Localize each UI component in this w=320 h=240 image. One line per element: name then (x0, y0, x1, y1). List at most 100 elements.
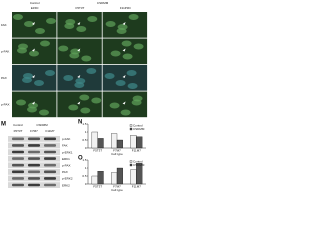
micrograph (12, 65, 57, 91)
bar (111, 133, 118, 149)
cell (104, 73, 115, 79)
arrow (77, 22, 81, 25)
cell (46, 18, 56, 24)
cell (35, 28, 45, 34)
cell (17, 47, 27, 54)
micrograph (57, 91, 102, 118)
lane-label: F5T3T (14, 129, 23, 133)
row-label: p-PAX (1, 103, 9, 107)
cell (45, 70, 55, 76)
x-tick-label: F7M7 (113, 184, 121, 188)
arrow (32, 22, 35, 25)
band (12, 150, 24, 154)
arrow (122, 101, 126, 105)
band (44, 137, 56, 141)
band (12, 137, 24, 141)
cell (79, 94, 90, 101)
row-label: PAX (62, 170, 68, 174)
cell (69, 52, 80, 59)
cell (126, 70, 137, 76)
cell (121, 40, 132, 47)
cell (34, 80, 44, 86)
row-label: PAX (1, 76, 7, 80)
column-label: F5T3T (76, 6, 85, 10)
band (44, 183, 56, 187)
row-label: ERK1 (62, 157, 70, 161)
group-label: Control (13, 123, 23, 127)
band (28, 157, 40, 160)
cell (76, 26, 87, 32)
group-label: CSDMM (97, 1, 109, 5)
legend-label: Control (133, 123, 143, 127)
legend-label: CSDMM (133, 127, 145, 131)
band (28, 144, 40, 147)
panel-label: M (1, 122, 6, 128)
cell (115, 80, 126, 86)
column-label: E15D (31, 6, 39, 10)
arrow (32, 75, 35, 78)
row-label: p-ERK2 (62, 177, 73, 181)
cell (39, 109, 49, 116)
cell (109, 102, 120, 109)
y-tick-label: 1 (85, 166, 87, 170)
band (44, 177, 56, 180)
cell (86, 68, 97, 74)
x-tick-label: F11M7 (132, 184, 141, 188)
x-axis-label: Cell type (111, 152, 123, 156)
bar (116, 139, 123, 149)
cell (127, 83, 138, 89)
legend-label: Control (133, 159, 143, 163)
arrow (77, 48, 81, 52)
x-tick-label: F11M7 (132, 148, 141, 152)
arrow (122, 22, 126, 25)
band (28, 163, 40, 167)
row-label: FAK (62, 144, 68, 148)
lane-label: F11M7 (45, 129, 54, 133)
row-label: p-FAK (62, 137, 70, 141)
band (12, 157, 24, 160)
row-label: p-ERK1 (62, 150, 73, 154)
cell (80, 107, 91, 114)
row-label: FAK (1, 23, 7, 27)
bar (136, 163, 143, 185)
panel-label: N (78, 120, 82, 126)
row-label: p-PAX (62, 163, 70, 167)
y-tick-label: 0 (85, 146, 87, 150)
cell (81, 55, 92, 62)
band (28, 177, 40, 180)
legend-swatch (129, 160, 133, 163)
arrow (32, 101, 35, 105)
x-tick-label: F5T3T (93, 184, 102, 188)
band (28, 183, 40, 187)
band (44, 157, 56, 160)
cell (74, 82, 85, 88)
cell (105, 21, 116, 27)
cell (24, 21, 34, 27)
bar (97, 138, 104, 149)
cell (27, 106, 37, 113)
cell (68, 104, 79, 111)
bar (91, 131, 98, 149)
cell (63, 75, 74, 81)
band (28, 150, 40, 154)
micrograph (57, 12, 102, 38)
legend-swatch (129, 124, 133, 127)
cell (122, 53, 133, 60)
cell (110, 50, 121, 57)
bar (130, 169, 137, 185)
y-tick-label: 1.5 (82, 158, 87, 162)
y-tick-label: 1.5 (82, 122, 87, 126)
legend-swatch (129, 163, 133, 167)
band (12, 163, 24, 167)
bar (136, 136, 143, 149)
cell (13, 14, 23, 20)
arrow (77, 75, 81, 78)
y-tick-label: 0 (85, 182, 87, 186)
legend-label: CSDMM (133, 163, 145, 167)
y-tick-label: 1 (85, 130, 87, 134)
cell (64, 23, 75, 29)
band (44, 144, 56, 147)
legend-swatch (129, 127, 133, 131)
cell (29, 50, 39, 57)
